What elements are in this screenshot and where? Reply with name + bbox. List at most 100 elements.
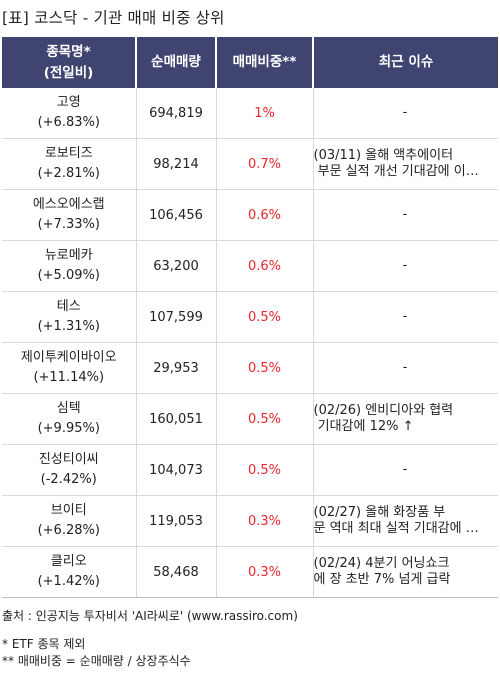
table-row: 테스 (+1.31%) 107,599 0.5% - <box>2 291 498 343</box>
trade-ratio-cell: 0.7% <box>216 138 314 190</box>
stock-cell: 진성티이씨 (-2.42%) <box>2 444 137 496</box>
stock-change: (+5.09%) <box>37 268 100 283</box>
table-row: 뉴로메카 (+5.09%) 63,200 0.6% - <box>2 240 498 292</box>
trade-ratio-cell: 0.5% <box>216 291 314 343</box>
net-volume-cell: 694,819 <box>136 88 217 139</box>
recent-issue-cell: - <box>313 189 498 241</box>
net-volume-cell: 107,599 <box>136 291 217 343</box>
recent-issue-line: 문 역대 최대 실적 기대감에 … <box>313 521 479 536</box>
stock-name: 로보티즈 <box>44 146 93 161</box>
stock-change: (-2.42%) <box>40 472 97 487</box>
stock-name: 브이티 <box>50 503 87 518</box>
trade-ratio-cell: 0.6% <box>216 189 314 241</box>
stock-cell: 제이투케이바이오 (+11.14%) <box>2 342 137 394</box>
stock-cell: 뉴로메카 (+5.09%) <box>2 240 137 292</box>
net-volume-cell: 106,456 <box>136 189 217 241</box>
recent-issue-text: - <box>314 309 497 325</box>
recent-issue-line: - <box>402 105 408 120</box>
stock-change: (+9.95%) <box>37 421 100 436</box>
recent-issue-cell: (03/11) 올해 액추에이터 부문 실적 개선 기대감에 이… <box>313 138 498 190</box>
header-stock-name-line2: (전일비) <box>43 64 94 81</box>
recent-issue-cell: (02/26) 엔비디아와 협력 기대감에 12% ↑ <box>313 393 498 445</box>
stock-name: 제이투케이바이오 <box>20 350 117 365</box>
stock-change: (+1.31%) <box>37 319 100 334</box>
table-row: 진성티이씨 (-2.42%) 104,073 0.5% - <box>2 444 498 496</box>
stock-cell: 에스오에스랩 (+7.33%) <box>2 189 137 241</box>
net-volume-cell: 160,051 <box>136 393 217 445</box>
header-recent-issue: 최근 이슈 <box>313 37 498 88</box>
footnote-ratio: ** 매매비중 = 순매매량 / 상장주식수 <box>2 654 191 668</box>
recent-issue-text: - <box>314 360 497 376</box>
recent-issue-cell: - <box>313 342 498 394</box>
source-note: 출처 : 인공지능 투자비서 'AI라씨로' (www.rassiro.com) <box>2 609 298 623</box>
recent-issue-cell: - <box>313 444 498 496</box>
trade-ratio-cell: 0.3% <box>216 546 314 598</box>
stock-name: 에스오에스랩 <box>32 197 105 212</box>
table-row: 고영 (+6.83%) 694,819 1% - <box>2 88 498 139</box>
stock-cell: 고영 (+6.83%) <box>2 88 137 139</box>
stock-change: (+11.14%) <box>33 370 105 385</box>
recent-issue-text: - <box>314 462 497 478</box>
header-net-volume: 순매매량 <box>136 37 217 88</box>
net-volume-cell: 29,953 <box>136 342 217 394</box>
recent-issue-line: (02/27) 올해 화장품 부 <box>313 505 446 520</box>
table-row: 클리오 (+1.42%) 58,468 0.3% (02/24) 4분기 어닝쇼크 에 장… <box>2 546 498 598</box>
recent-issue-text: - <box>314 258 497 274</box>
recent-issue-line: 기대감에 12% ↑ <box>313 419 414 434</box>
stock-name: 클리오 <box>50 554 87 569</box>
stock-cell: 테스 (+1.31%) <box>2 291 137 343</box>
header-stock-name: 종목명* (전일비) <box>2 37 137 88</box>
recent-issue-line: 부문 실적 개선 기대감에 이… <box>313 164 479 179</box>
recent-issue-line: - <box>402 207 408 222</box>
net-volume-cell: 104,073 <box>136 444 217 496</box>
recent-issue-line: - <box>402 360 408 375</box>
header-trade-ratio: 매매비중** <box>216 37 314 88</box>
stock-cell: 로보티즈 (+2.81%) <box>2 138 137 190</box>
stock-name: 뉴로메카 <box>44 248 93 263</box>
stock-change: (+1.42%) <box>37 574 100 589</box>
table-header-row: 종목명* (전일비) 순매매량 매매비중** 최근 이슈 <box>2 37 498 88</box>
stock-cell: 심텍 (+9.95%) <box>2 393 137 445</box>
net-volume-cell: 58,468 <box>136 546 217 598</box>
stock-cell: 클리오 (+1.42%) <box>2 546 137 598</box>
recent-issue-line: (03/11) 올해 액추에이터 <box>313 148 454 163</box>
recent-issue-cell: - <box>313 88 498 139</box>
trade-ratio-cell: 1% <box>216 88 314 139</box>
footnote-etf: * ETF 종목 제외 <box>2 637 86 651</box>
recent-issue-text: (03/11) 올해 액추에이터 부문 실적 개선 기대감에 이… <box>314 148 497 180</box>
trade-ratio-cell: 0.5% <box>216 393 314 445</box>
recent-issue-line: - <box>402 309 408 324</box>
table-body: 고영 (+6.83%) 694,819 1% - 로보티즈 (+2.81%) 98,214 0.… <box>2 88 498 598</box>
recent-issue-cell: - <box>313 240 498 292</box>
page-title: [표] 코스닥 - 기관 매매 비중 상위 <box>2 9 225 27</box>
recent-issue-cell: (02/24) 4분기 어닝쇼크 에 장 초반 7% 넘게 급락 <box>313 546 498 598</box>
trade-ratio-cell: 0.5% <box>216 444 314 496</box>
trade-ratio-cell: 0.5% <box>216 342 314 394</box>
recent-issue-text: (02/24) 4분기 어닝쇼크 에 장 초반 7% 넘게 급락 <box>314 556 497 588</box>
recent-issue-text: (02/26) 엔비디아와 협력 기대감에 12% ↑ <box>314 403 497 435</box>
stock-cell: 브이티 (+6.28%) <box>2 495 137 547</box>
recent-issue-line: - <box>402 258 408 273</box>
stock-change: (+6.83%) <box>37 115 100 130</box>
net-volume-cell: 98,214 <box>136 138 217 190</box>
recent-issue-line: (02/26) 엔비디아와 협력 <box>313 403 454 418</box>
table-row: 제이투케이바이오 (+11.14%) 29,953 0.5% - <box>2 342 498 394</box>
stock-name: 진성티이씨 <box>38 452 99 467</box>
net-volume-cell: 63,200 <box>136 240 217 292</box>
recent-issue-line: (02/24) 4분기 어닝쇼크 <box>313 556 450 571</box>
recent-issue-line: 에 장 초반 7% 넘게 급락 <box>313 572 451 587</box>
table-row: 심텍 (+9.95%) 160,051 0.5% (02/26) 엔비디아와 협력 기대… <box>2 393 498 445</box>
stock-change: (+7.33%) <box>37 217 100 232</box>
trade-ratio-table: 종목명* (전일비) 순매매량 매매비중** 최근 이슈 고영 (+6.83%) 6… <box>2 37 498 598</box>
table-row: 로보티즈 (+2.81%) 98,214 0.7% (03/11) 올해 액추에이터 부… <box>2 138 498 190</box>
recent-issue-cell: - <box>313 291 498 343</box>
stock-name: 고영 <box>56 95 81 110</box>
recent-issue-line: - <box>402 462 408 477</box>
table-row: 에스오에스랩 (+7.33%) 106,456 0.6% - <box>2 189 498 241</box>
net-volume-cell: 119,053 <box>136 495 217 547</box>
stock-change: (+6.28%) <box>37 523 100 538</box>
recent-issue-text: - <box>314 207 497 223</box>
stock-change: (+2.81%) <box>37 166 100 181</box>
trade-ratio-cell: 0.6% <box>216 240 314 292</box>
